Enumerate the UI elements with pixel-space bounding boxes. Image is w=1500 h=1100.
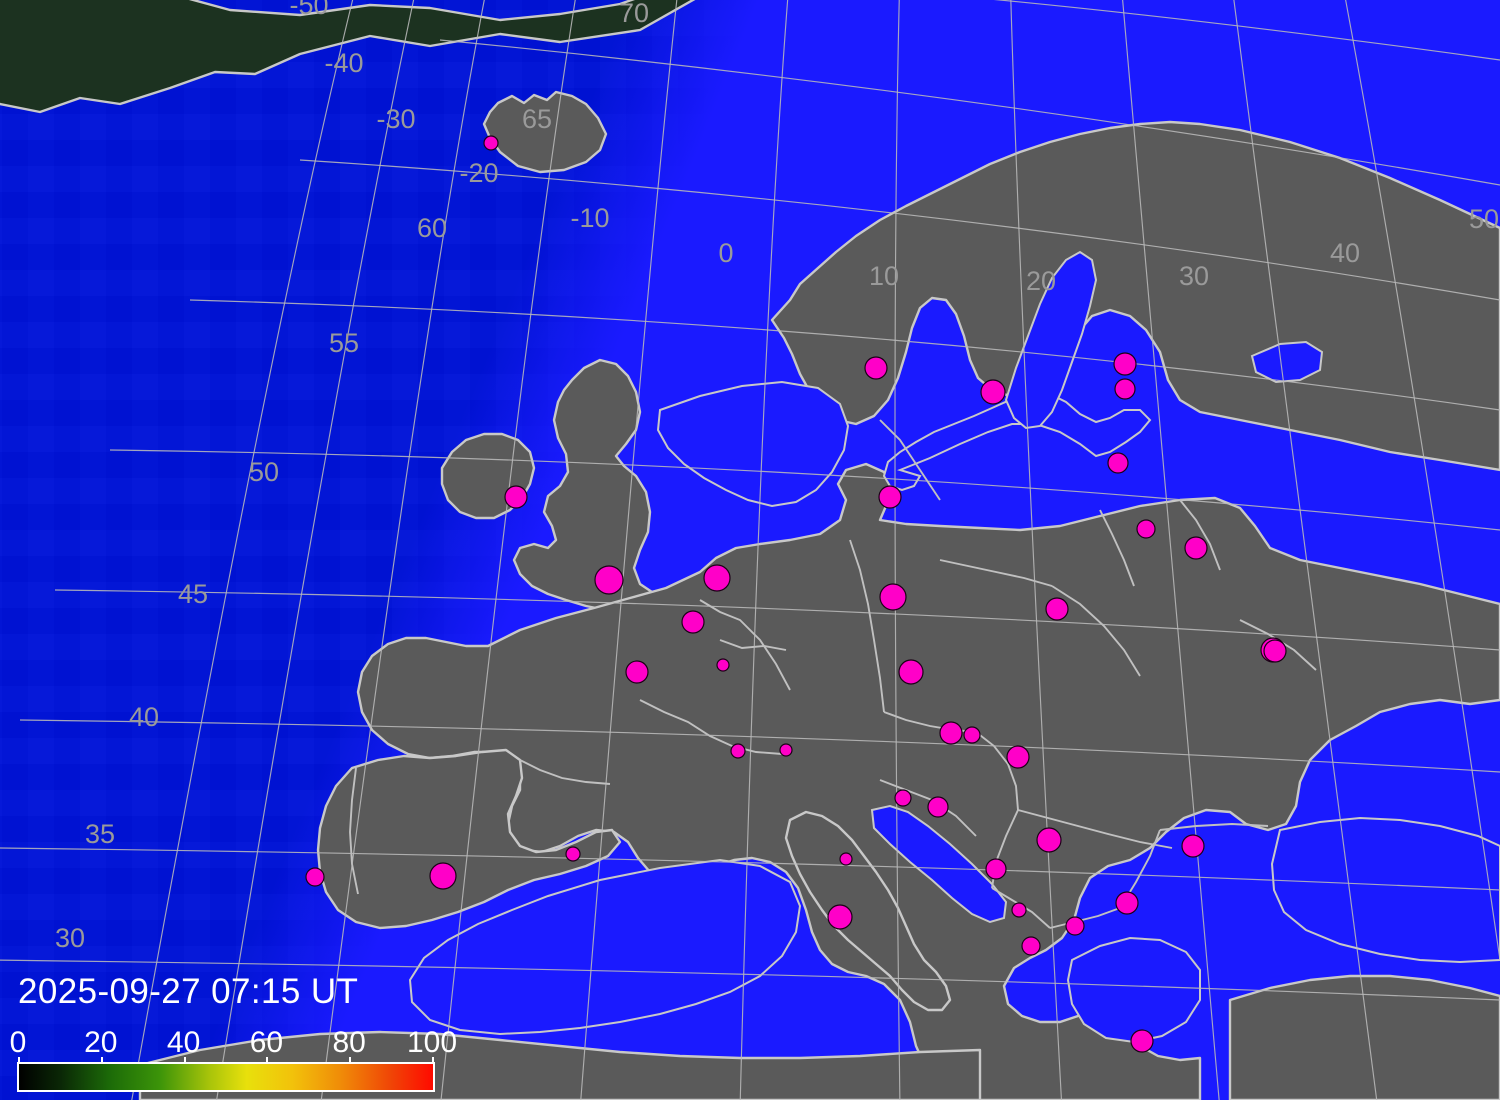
graticule-labels: -50 -40 -30 -20 -10 0 10 20 30 40 50 70 65 60 55 50 45 40… [55, 0, 1499, 953]
bothnia-gulf [1004, 250, 1098, 430]
station-marker-skopje[interactable] [1065, 916, 1085, 936]
longitude-label: 20 [1026, 266, 1056, 296]
scandinavia-landmass [770, 120, 1500, 472]
longitude-label: -50 [289, 0, 328, 20]
latitude-label: 60 [417, 213, 447, 243]
station-marker-podgorica[interactable] [1011, 902, 1027, 918]
station-marker-minsk[interactable] [1184, 536, 1208, 560]
adriatic-sea [870, 804, 1008, 924]
latitude-label: 45 [178, 579, 208, 609]
mediterranean-sea [408, 858, 802, 1036]
colorbar-tick [349, 1057, 352, 1066]
station-marker-andorra[interactable] [565, 846, 581, 862]
baltic-sea [882, 393, 1152, 492]
ladoga-onega-lakes [1250, 340, 1324, 384]
colorbar-tick [432, 1057, 434, 1066]
colorbar-gradient [19, 1064, 433, 1090]
timestamp-label: 2025-09-27 07:15 UT [18, 972, 359, 1011]
longitude-label: -20 [459, 158, 498, 188]
great-britain-landmass [512, 358, 668, 616]
latitude-label: 35 [85, 819, 115, 849]
colorbar-tick-label: 0 [9, 1026, 27, 1059]
italy-landmass [784, 810, 952, 1012]
longitude-label: 50 [1469, 204, 1499, 234]
latitude-label: 55 [329, 328, 359, 358]
station-marker-bratislava[interactable] [963, 726, 981, 744]
station-marker-vilnius[interactable] [1136, 519, 1156, 539]
station-marker-copenhagen[interactable] [878, 485, 902, 509]
latitude-label: 40 [129, 702, 159, 732]
colorbar-tick-label: 40 [166, 1026, 201, 1059]
latitude-label: 70 [619, 0, 649, 28]
station-marker-riga[interactable] [1107, 452, 1129, 474]
station-marker-tallinn[interactable] [1114, 378, 1136, 400]
station-marker-ljubljana[interactable] [894, 789, 912, 807]
colorbar-tick [266, 1057, 269, 1066]
station-marker-berlin[interactable] [879, 583, 907, 611]
station-marker-zagreb[interactable] [927, 796, 949, 818]
longitude-label: 10 [869, 261, 899, 291]
station-marker-brussels[interactable] [681, 610, 705, 634]
colorbar-tick [18, 1057, 20, 1066]
station-marker-warsaw[interactable] [1045, 597, 1069, 621]
station-marker-belgrade[interactable] [1036, 827, 1062, 853]
station-marker-madrid[interactable] [429, 862, 457, 890]
latitude-label: 30 [55, 923, 85, 953]
colorbar-tick [100, 1057, 103, 1066]
colorbar-tick-label: 20 [84, 1026, 118, 1059]
station-marker-london[interactable] [594, 565, 624, 595]
longitude-label: 30 [1179, 261, 1209, 291]
station-marker-rome[interactable] [827, 904, 853, 930]
station-marker-luxembourg[interactable] [716, 658, 730, 672]
colorbar-tick [183, 1057, 186, 1066]
station-marker-reykjavik[interactable] [483, 135, 499, 151]
station-marker-san-marino[interactable] [839, 852, 853, 866]
station-marker-paris[interactable] [625, 660, 649, 684]
colorbar-tick-label: 60 [249, 1026, 284, 1059]
station-marker-vienna[interactable] [939, 721, 963, 745]
greenland-landmass [0, 0, 696, 114]
station-marker-vaduz[interactable] [779, 743, 793, 757]
station-marker-sofia[interactable] [1115, 891, 1139, 915]
longitude-label: -30 [376, 104, 415, 134]
station-marker-lisbon[interactable] [305, 867, 325, 887]
station-marker-bucharest[interactable] [1181, 834, 1205, 858]
station-marker-prague[interactable] [898, 659, 924, 685]
station-marker-athens[interactable] [1130, 1029, 1154, 1053]
station-marker-bern[interactable] [730, 743, 746, 759]
aegean-sea [1066, 936, 1201, 1044]
latitude-label: 50 [249, 457, 279, 487]
colorbar-tick-labels: 0 20 40 60 80 100 [0, 1026, 470, 1060]
colorbar-tick-label: 80 [332, 1026, 366, 1059]
longitude-label: 40 [1330, 238, 1360, 268]
station-marker-dublin[interactable] [504, 485, 528, 509]
station-marker-budapest[interactable] [1006, 745, 1030, 769]
station-marker-stockholm[interactable] [980, 379, 1006, 405]
longitude-label: -40 [324, 48, 363, 78]
station-marker-oslo[interactable] [864, 356, 888, 380]
longitude-label: 0 [718, 238, 733, 268]
anatolia-landmass [1228, 974, 1500, 1100]
station-marker-sarajevo[interactable] [985, 858, 1007, 880]
colorbar [17, 1062, 435, 1092]
black-sea [1270, 816, 1500, 964]
north-sea [656, 380, 850, 508]
colorbar-ticks [17, 1057, 435, 1066]
station-marker-chisinau[interactable] [1263, 639, 1287, 663]
longitude-label: -10 [570, 203, 609, 233]
station-marker-tirana[interactable] [1021, 936, 1041, 956]
station-markers [305, 135, 1287, 1053]
latitude-label: 65 [522, 104, 552, 134]
station-marker-helsinki[interactable] [1113, 352, 1137, 376]
station-marker-amsterdam[interactable] [703, 564, 731, 592]
colorbar-tick-label: 100 [406, 1026, 458, 1059]
